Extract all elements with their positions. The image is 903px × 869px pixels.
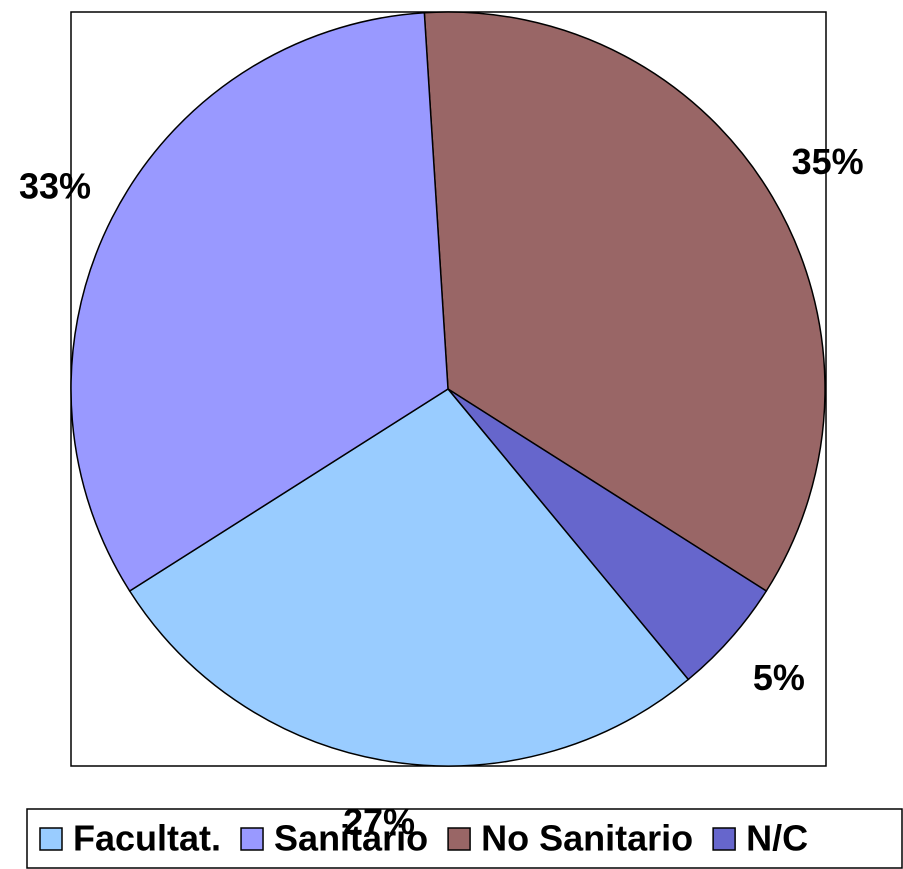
legend-swatch bbox=[447, 827, 471, 851]
pie-slice bbox=[128, 388, 690, 767]
pie-slice bbox=[423, 11, 826, 593]
data-label: 27% bbox=[343, 801, 415, 842]
legend-label: Facultat. bbox=[73, 818, 221, 859]
data-label: 5% bbox=[753, 657, 805, 698]
legend-swatch bbox=[39, 827, 63, 851]
legend-label: No Sanitario bbox=[481, 818, 693, 859]
pie-slice bbox=[70, 11, 449, 593]
data-label: 33% bbox=[19, 165, 91, 206]
legend-label: N/C bbox=[746, 818, 808, 859]
legend-label: Sanitario bbox=[274, 818, 428, 859]
data-label: 35% bbox=[792, 141, 864, 182]
legend-swatch bbox=[240, 827, 264, 851]
legend-swatch bbox=[712, 827, 736, 851]
